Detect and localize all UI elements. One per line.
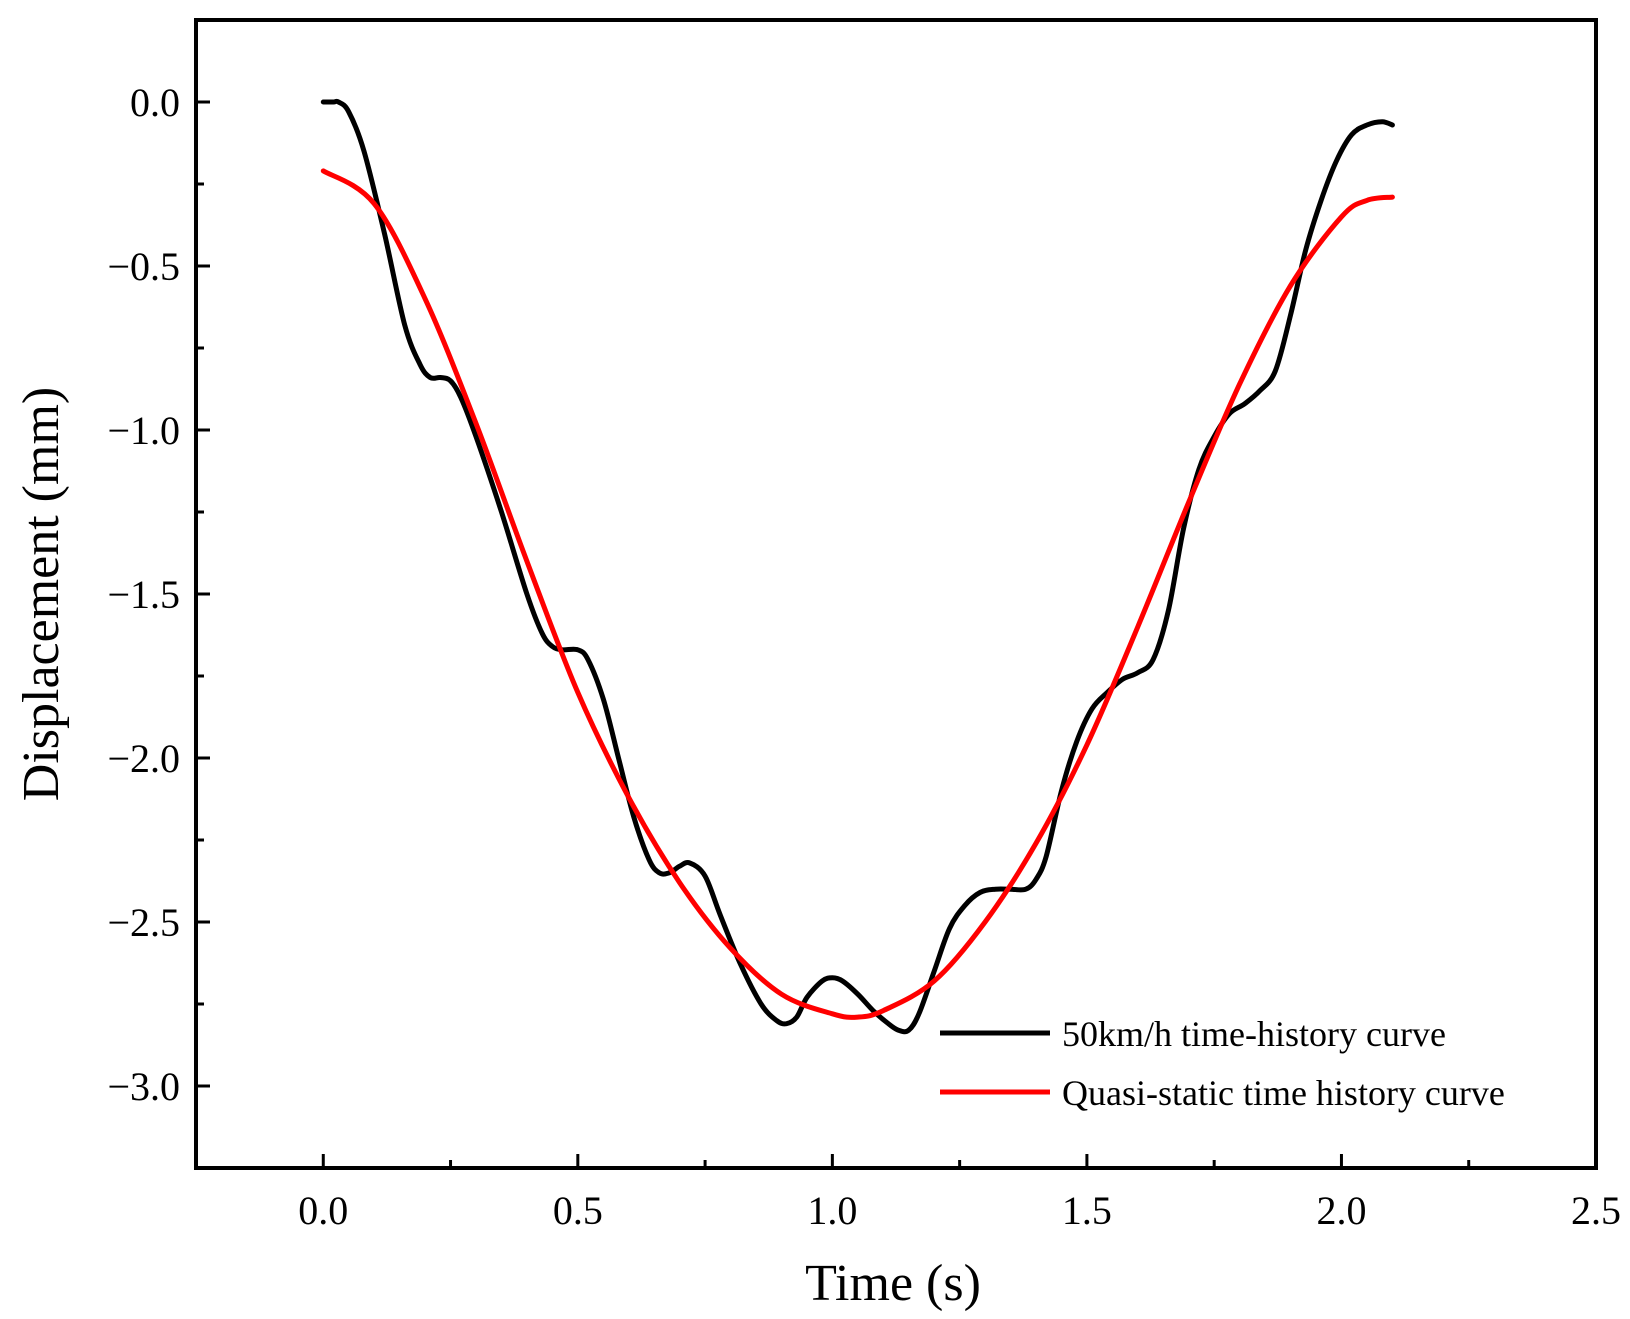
legend-label-series-1: 50km/h time-history curve — [1062, 1014, 1446, 1054]
y-tick-label: −1.0 — [107, 408, 180, 453]
legend-label-series-2: Quasi-static time history curve — [1062, 1073, 1505, 1113]
y-tick-label: −3.0 — [107, 1064, 180, 1109]
series-line-2 — [320, 168, 1395, 1020]
series-line-1 — [320, 98, 1395, 1035]
x-tick-label: 1.0 — [807, 1188, 857, 1233]
y-tick-label: 0.0 — [130, 80, 180, 125]
x-axis-ticks: 0.0 0.5 1.0 1.5 2.0 2.5 — [298, 1154, 1621, 1233]
series-layer — [320, 98, 1395, 1035]
y-axis-ticks: 0.0 −0.5 −1.0 −1.5 −2.0 −2.5 −3.0 — [107, 80, 210, 1109]
x-tick-label: 0.5 — [553, 1188, 603, 1233]
y-axis-title: Displacement (mm) — [13, 387, 70, 801]
legend: 50km/h time-history curve Quasi-static t… — [940, 1014, 1505, 1113]
y-tick-label: −1.5 — [107, 572, 180, 617]
plot-frame — [194, 18, 1598, 1170]
x-axis-title: Time (s) — [805, 1255, 981, 1312]
y-tick-label: −2.0 — [107, 736, 180, 781]
x-tick-label: 1.5 — [1062, 1188, 1112, 1233]
y-tick-label: −2.5 — [107, 900, 180, 945]
y-tick-label: −0.5 — [107, 244, 180, 289]
x-tick-label: 2.0 — [1316, 1188, 1366, 1233]
x-tick-label: 0.0 — [298, 1188, 348, 1233]
x-tick-label: 2.5 — [1571, 1188, 1621, 1233]
